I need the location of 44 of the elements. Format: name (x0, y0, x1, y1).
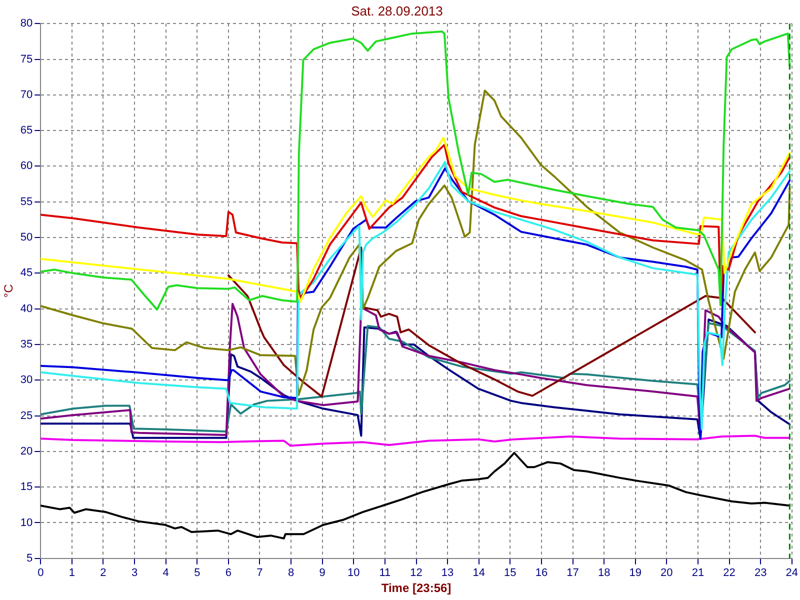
x-tick-label: 6 (225, 567, 232, 580)
y-tick-label: 60 (20, 160, 33, 172)
x-tick-label: 20 (660, 567, 673, 580)
x-tick-label: 15 (504, 567, 516, 580)
x-tick-label: 23 (754, 567, 767, 580)
x-tick-label: 17 (566, 567, 579, 580)
y-tick-label: 80 (20, 18, 33, 30)
x-tick-label: 13 (441, 567, 454, 580)
x-tick-label: 24 (786, 567, 798, 580)
x-tick-label: 21 (692, 567, 704, 580)
y-tick-label: 40 (20, 302, 33, 315)
x-tick-label: 16 (535, 567, 548, 580)
x-tick-label: 22 (723, 567, 736, 580)
x-tick-label: 10 (348, 567, 360, 580)
x-tick-label: 4 (162, 567, 169, 580)
y-tick-label: 10 (20, 516, 33, 529)
y-tick-label: 65 (20, 124, 33, 137)
x-tick-label: 14 (472, 567, 485, 580)
y-tick-label: 55 (20, 196, 33, 208)
y-axis-title: °C (2, 284, 16, 298)
x-tick-label: 7 (256, 567, 263, 580)
x-tick-label: 5 (194, 567, 200, 580)
x-tick-label: 0 (38, 567, 44, 580)
x-tick-label: 8 (288, 567, 294, 580)
x-tick-label: 11 (379, 567, 391, 580)
y-tick-label: 35 (20, 338, 33, 351)
x-axis-title: Time [23:56] (381, 581, 452, 596)
y-tick-label: 5 (26, 552, 33, 564)
x-tick-label: 18 (598, 567, 610, 580)
y-tick-label: 75 (20, 53, 33, 66)
y-tick-label: 70 (20, 88, 33, 101)
x-tick-label: 12 (410, 567, 422, 580)
x-tick-label: 9 (319, 567, 326, 580)
chart-title: Sat. 28.09.2013 (351, 3, 443, 18)
x-tick-label: 2 (100, 567, 106, 580)
y-tick-label: 25 (20, 410, 33, 422)
y-tick-label: 15 (20, 481, 33, 494)
y-tick-label: 45 (20, 267, 33, 280)
x-tick-label: 19 (629, 567, 642, 580)
x-tick-label: 3 (131, 567, 138, 580)
y-tick-label: 30 (20, 374, 33, 386)
y-tick-label: 50 (20, 232, 33, 244)
x-tick-label: 1 (68, 567, 75, 580)
y-tick-label: 20 (20, 445, 33, 458)
